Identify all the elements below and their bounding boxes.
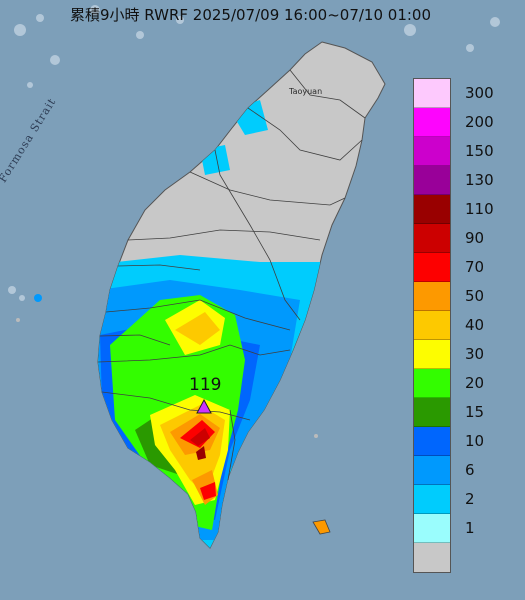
- legend-label: 2: [465, 490, 475, 508]
- county-boundaries: [97, 69, 366, 481]
- sea-speckle: [8, 5, 500, 301]
- legend-swatch: [414, 311, 450, 340]
- legend-swatch: [414, 514, 450, 543]
- legend-label: 300: [465, 84, 494, 102]
- legend-label: 20: [465, 374, 485, 392]
- triangle-marker-icon: [196, 398, 212, 414]
- legend-label: 1: [465, 519, 475, 537]
- legend-swatch: [414, 282, 450, 311]
- rain-band-north-2mm: [200, 100, 268, 175]
- rain-band-110mm: [196, 446, 206, 460]
- legend-swatch: [414, 195, 450, 224]
- legend-label: 200: [465, 113, 494, 131]
- rain-band-90mm: [190, 428, 210, 446]
- legend-labels: 300 200 150 130 110 90 70 50 40 30 20 15 10 6 2 1: [465, 84, 494, 557]
- legend-label: 15: [465, 403, 485, 421]
- legend-label: 130: [465, 171, 494, 189]
- legend-swatch: [414, 369, 450, 398]
- legend-swatch: [414, 340, 450, 369]
- legend-swatch: [414, 166, 450, 195]
- map-title: 累積9小時 RWRF 2025/07/09 16:00~07/10 01:00: [70, 6, 432, 24]
- legend-label: 150: [465, 142, 494, 160]
- legend-label: 70: [465, 258, 485, 276]
- legend-label: 50: [465, 287, 485, 305]
- legend-swatch: [414, 456, 450, 485]
- legend-swatch: [414, 427, 450, 456]
- legend-swatch: [414, 398, 450, 427]
- lanyu-islet: [314, 434, 318, 438]
- legend-swatch: [414, 224, 450, 253]
- legend-label: 110: [465, 200, 494, 218]
- legend-label: 40: [465, 316, 485, 334]
- legend-label: 90: [465, 229, 485, 247]
- legend-label: 10: [465, 432, 485, 450]
- legend-swatch: [414, 108, 450, 137]
- legend-swatch: [414, 485, 450, 514]
- max-rainfall-value: 119: [189, 375, 222, 395]
- city-label: Taoyuan: [289, 87, 323, 96]
- green-island: [312, 519, 331, 535]
- legend-label: 6: [465, 461, 475, 479]
- offshore-islands: [16, 294, 331, 535]
- penghu-islet-1: [34, 294, 42, 302]
- legend-colorbar: [413, 78, 451, 573]
- penghu-islet-2: [16, 318, 20, 322]
- legend-swatch: [414, 543, 450, 572]
- legend-label: 30: [465, 345, 485, 363]
- legend-swatch: [414, 137, 450, 166]
- legend-swatch: [414, 79, 450, 108]
- legend-swatch: [414, 253, 450, 282]
